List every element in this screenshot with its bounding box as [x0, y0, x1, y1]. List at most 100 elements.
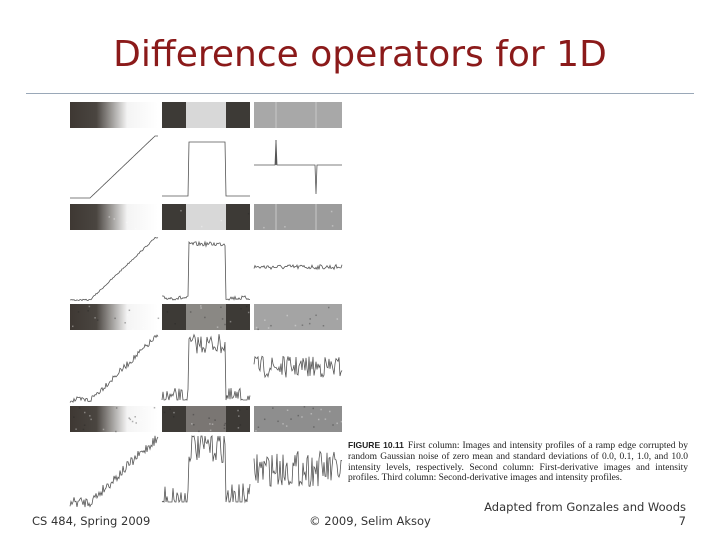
image-noise — [237, 409, 239, 412]
image-noise — [247, 212, 250, 215]
image-noise — [270, 324, 272, 327]
image-noise — [132, 328, 134, 331]
second-derivative-image — [254, 102, 342, 128]
image-noise — [264, 319, 266, 321]
image-noise — [317, 418, 320, 421]
image-noise — [315, 314, 317, 317]
image-noise — [96, 319, 99, 321]
footer-credit: Adapted from Gonzales and Woods — [484, 500, 686, 514]
image-noise — [340, 420, 343, 423]
image-noise — [113, 218, 116, 220]
image-noise — [324, 418, 327, 420]
ramp-profile — [70, 135, 158, 199]
image-noise — [124, 322, 126, 324]
ramp-image — [70, 304, 158, 330]
image-noise — [224, 323, 226, 326]
derivative-profile — [162, 240, 250, 301]
image-noise — [78, 407, 81, 409]
image-noise — [246, 408, 248, 410]
image-noise — [134, 416, 136, 418]
derivative-image-center — [186, 406, 226, 432]
image-noise — [163, 411, 166, 414]
image-noise — [115, 430, 117, 433]
image-noise — [320, 408, 322, 411]
image-noise — [166, 311, 169, 313]
second-derivative-profile — [253, 355, 343, 379]
image-noise — [82, 428, 85, 431]
image-noise — [140, 419, 142, 421]
derivative-profile — [161, 435, 251, 504]
image-noise — [263, 226, 265, 229]
image-noise — [153, 406, 156, 409]
footer-page: 7 — [678, 514, 686, 528]
image-noise — [238, 409, 241, 411]
image-noise — [131, 420, 134, 423]
image-noise — [189, 311, 192, 313]
image-noise — [108, 216, 111, 218]
image-noise — [239, 424, 242, 426]
image-noise — [220, 306, 222, 309]
second-derivative-profile — [253, 450, 343, 487]
image-noise — [240, 307, 242, 310]
second-derivative-image — [254, 304, 342, 330]
caption-text: First column: Images and intensity profi… — [348, 441, 688, 484]
image-noise — [294, 324, 297, 327]
image-noise — [191, 423, 193, 425]
image-noise — [211, 423, 214, 425]
image-noise — [257, 426, 260, 429]
image-noise — [257, 328, 259, 331]
image-noise — [282, 423, 284, 425]
image-noise — [193, 424, 195, 426]
figure-label: FIGURE 10.11 — [348, 440, 404, 450]
image-noise — [142, 326, 145, 329]
image-noise — [209, 423, 211, 425]
image-noise — [290, 418, 292, 420]
image-noise — [272, 407, 274, 409]
title-rule — [26, 93, 694, 94]
image-noise — [114, 317, 116, 320]
second-derivative-profile — [254, 139, 342, 195]
image-noise — [150, 427, 152, 429]
image-noise — [200, 307, 202, 309]
image-noise — [89, 415, 91, 417]
ramp-profile — [69, 435, 159, 508]
image-noise — [255, 429, 257, 432]
image-noise — [73, 416, 75, 418]
derivative-image-center — [186, 304, 226, 330]
image-noise — [71, 325, 74, 328]
derivative-image-center — [186, 102, 226, 128]
image-noise — [94, 317, 96, 319]
image-noise — [214, 419, 216, 421]
footer-course: CS 484, Spring 2009 — [32, 514, 151, 528]
slide-title: Difference operators for 1D — [113, 34, 607, 75]
image-noise — [132, 424, 134, 427]
derivative-image-center — [186, 204, 226, 230]
image-noise — [134, 227, 137, 230]
image-noise — [77, 311, 80, 313]
second-derivative-image — [254, 204, 342, 230]
image-noise — [263, 418, 266, 421]
image-noise — [157, 317, 160, 320]
image-noise — [125, 221, 128, 224]
image-noise — [135, 422, 137, 424]
image-noise — [308, 322, 311, 325]
image-noise — [322, 325, 325, 327]
image-noise — [128, 309, 131, 312]
image-noise — [208, 417, 210, 419]
image-noise — [284, 226, 286, 228]
image-noise — [209, 429, 212, 432]
image-noise — [75, 428, 77, 430]
image-noise — [327, 306, 330, 309]
image-noise — [180, 209, 182, 212]
image-noise — [313, 426, 315, 428]
ramp-image — [70, 102, 158, 128]
image-noise — [297, 414, 300, 417]
ramp-image — [70, 204, 158, 230]
image-noise — [329, 410, 331, 413]
image-noise — [216, 326, 219, 328]
image-noise — [330, 210, 333, 213]
derivative-profile — [162, 141, 250, 197]
image-noise — [247, 311, 250, 314]
image-noise — [128, 417, 130, 419]
